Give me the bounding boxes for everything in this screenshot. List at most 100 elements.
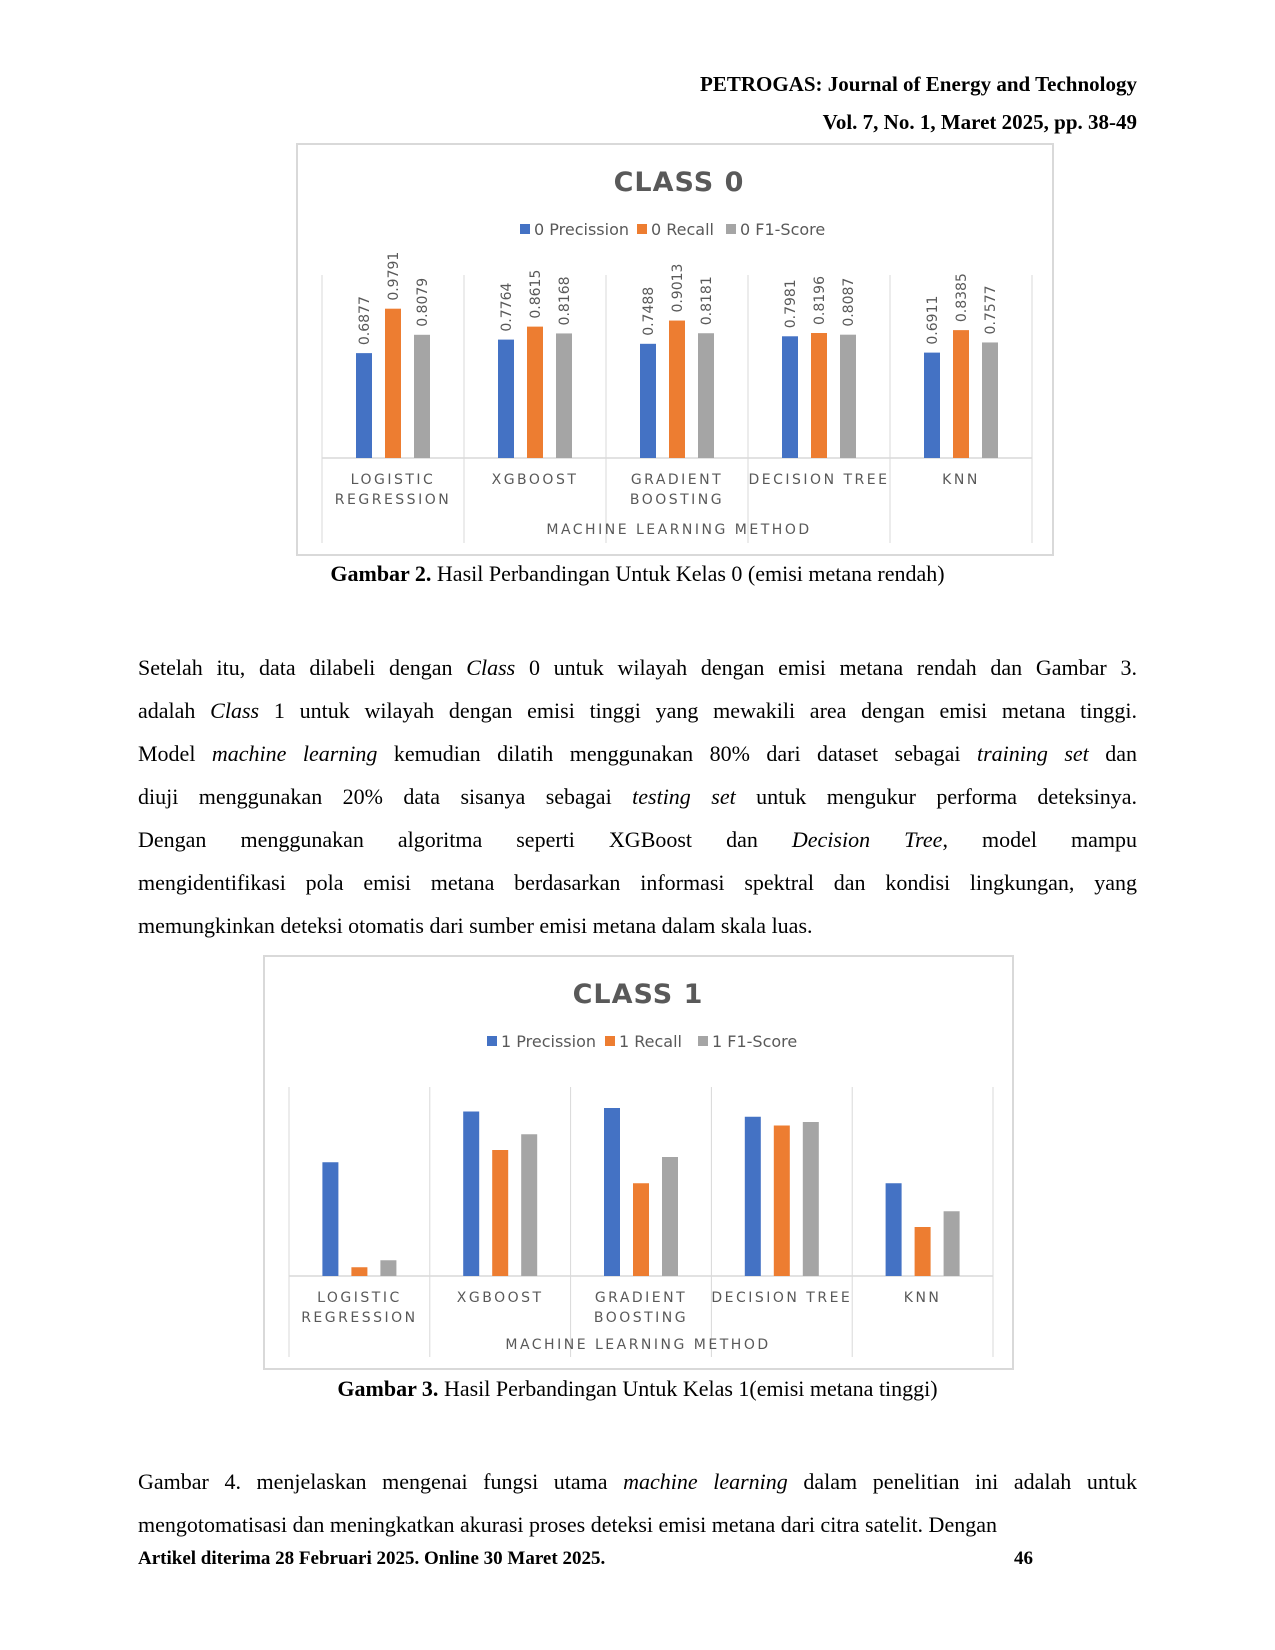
text-run: adalah xyxy=(138,698,211,723)
page-number: 46 xyxy=(1014,1548,1033,1569)
journal-volume: Vol. 7, No. 1, Maret 2025, pp. 38-49 xyxy=(822,110,1137,134)
bar xyxy=(802,1122,819,1276)
bar xyxy=(943,1211,960,1276)
paragraph-line: Model machine learning kemudian dilatih … xyxy=(138,732,1137,775)
figure-3-caption-text: Hasil Perbandingan Untuk Kelas 1(emisi m… xyxy=(438,1376,938,1401)
text-run: mengotomatisasi dan meningkatkan akurasi… xyxy=(138,1512,997,1537)
bar xyxy=(982,342,998,458)
paragraph-line: mengotomatisasi dan meningkatkan akurasi… xyxy=(138,1503,1137,1546)
bar xyxy=(463,1111,480,1276)
paragraph-line: Gambar 4. menjelaskan mengenai fungsi ut… xyxy=(138,1460,1137,1503)
figure-3-caption: Gambar 3. Hasil Perbandingan Untuk Kelas… xyxy=(0,1376,1275,1402)
category-label: LOGISTIC xyxy=(317,1290,402,1306)
bar xyxy=(521,1134,538,1276)
legend-label: 0 F1-Score xyxy=(740,220,825,239)
x-axis-title: MACHINE LEARNING METHOD xyxy=(505,1337,770,1353)
data-label: 0.7764 xyxy=(499,283,515,332)
data-label: 0.7577 xyxy=(983,285,999,334)
italic-term: testing set xyxy=(632,784,736,809)
legend-swatch xyxy=(637,224,647,234)
paragraph-2: Gambar 4. menjelaskan mengenai fungsi ut… xyxy=(138,1460,1137,1546)
bar xyxy=(744,1116,761,1276)
chart-title: CLASS 0 xyxy=(614,167,745,198)
category-label: GRADIENT xyxy=(631,472,723,488)
figure-2-caption: Gambar 2. Hasil Perbandingan Untuk Kelas… xyxy=(0,561,1275,587)
legend-swatch xyxy=(487,1036,497,1046)
figure-2-caption-label: Gambar 2. xyxy=(330,561,432,586)
chart-title: CLASS 1 xyxy=(573,979,704,1010)
category-label: KNN xyxy=(904,1290,942,1306)
bar xyxy=(640,343,656,458)
data-label: 0.8181 xyxy=(699,276,715,325)
text-run: Model xyxy=(138,741,212,766)
category-label: XGBOOST xyxy=(457,1290,544,1306)
bar xyxy=(604,1108,620,1276)
legend-label: 1 F1-Score xyxy=(712,1032,797,1051)
paragraph-line: memungkinkan deteksi otomatis dari sumbe… xyxy=(138,904,1137,947)
paragraph-line: adalah Class 1 untuk wilayah dengan emis… xyxy=(138,689,1137,732)
data-label: 0.9791 xyxy=(386,252,402,301)
chart-class-0: CLASS 0 0 Precission 0 Recall 0 F1-Score 0.6… xyxy=(296,143,1054,556)
footer-note: Artikel diterima 28 Februari 2025. Onlin… xyxy=(138,1548,606,1569)
bar xyxy=(380,1260,397,1276)
text-run: dalam penelitian ini adalah untuk xyxy=(787,1469,1137,1494)
italic-term: Class xyxy=(466,655,516,680)
bar xyxy=(492,1150,509,1276)
bar xyxy=(322,1162,339,1276)
legend-label: 0 Recall xyxy=(651,220,714,239)
text-run: untuk mengukur performa deteksinya. xyxy=(735,784,1138,809)
data-label: 0.8087 xyxy=(841,278,857,327)
bar xyxy=(351,1267,368,1276)
category-label: XGBOOST xyxy=(492,472,579,488)
bar xyxy=(414,334,430,458)
text-run: , model mampu xyxy=(942,827,1137,852)
figure-2-caption-text: Hasil Perbandingan Untuk Kelas 0 (emisi … xyxy=(431,561,945,586)
data-label: 0.6911 xyxy=(925,296,941,345)
paragraph-line: mengidentifikasi pola emisi metana berda… xyxy=(138,861,1137,904)
figure-3-caption-label: Gambar 3. xyxy=(337,1376,439,1401)
italic-term: machine learning xyxy=(211,741,378,766)
text-run: 1 untuk wilayah dengan emisi tinggi yang… xyxy=(259,698,1137,723)
bar xyxy=(669,320,685,458)
category-label: DECISION TREE xyxy=(711,1290,852,1306)
category-label: BOOSTING xyxy=(630,492,724,508)
text-run: kemudian dilatih menggunakan 80% dari da… xyxy=(377,741,977,766)
paragraph-line: Setelah itu, data dilabeli dengan Class … xyxy=(138,646,1137,689)
paragraph-1: Setelah itu, data dilabeli dengan Class … xyxy=(138,646,1137,947)
category-label: REGRESSION xyxy=(301,1310,417,1326)
data-label: 0.8385 xyxy=(954,273,970,322)
chart-class-0-svg: CLASS 0 0 Precission 0 Recall 0 F1-Score 0.6… xyxy=(321,167,1033,543)
text-run: memungkinkan deteksi otomatis dari sumbe… xyxy=(138,913,813,938)
category-label: GRADIENT xyxy=(595,1290,687,1306)
text-run: diuji menggunakan 20% data sisanya sebag… xyxy=(138,784,633,809)
bar xyxy=(698,333,714,458)
legend-swatch xyxy=(698,1036,708,1046)
bar xyxy=(953,330,969,458)
bar xyxy=(633,1183,649,1276)
data-label: 0.8196 xyxy=(812,276,828,325)
bar xyxy=(385,308,401,458)
chart-class-1-svg: CLASS 1 1 Precission 1 Recall 1 F1-Score LOG… xyxy=(288,979,994,1357)
bar xyxy=(924,352,940,458)
text-run: Gambar 4. menjelaskan mengenai fungsi ut… xyxy=(138,1469,624,1494)
x-axis-title: MACHINE LEARNING METHOD xyxy=(546,522,811,538)
bar xyxy=(498,339,514,458)
journal-title: PETROGAS: Journal of Energy and Technolo… xyxy=(700,72,1137,96)
legend-swatch xyxy=(605,1036,615,1046)
bar xyxy=(527,326,543,458)
italic-term: training set xyxy=(976,741,1089,766)
legend-swatch xyxy=(520,224,530,234)
data-label: 0.6877 xyxy=(357,296,373,345)
category-label: DECISION TREE xyxy=(749,472,890,488)
paragraph-line: Dengan menggunakan algoritma seperti XGB… xyxy=(138,818,1137,861)
text-run: Setelah itu, data dilabeli dengan xyxy=(138,655,467,680)
bar xyxy=(782,336,798,458)
category-label: BOOSTING xyxy=(594,1310,688,1326)
italic-term: Decision Tree xyxy=(791,827,943,852)
text-run: Dengan menggunakan algoritma seperti XGB… xyxy=(138,827,792,852)
paragraph-line: diuji menggunakan 20% data sisanya sebag… xyxy=(138,775,1137,818)
legend-label: 1 Precission xyxy=(501,1032,596,1051)
bar xyxy=(840,334,856,458)
bar xyxy=(885,1183,902,1276)
bar xyxy=(773,1125,790,1276)
